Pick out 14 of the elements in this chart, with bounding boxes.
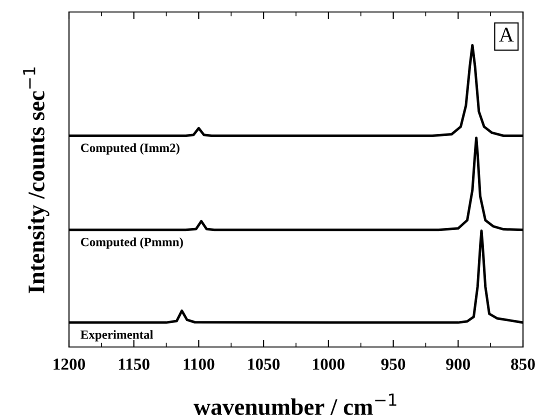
x-tick-label: 950 [381, 358, 406, 370]
series-label: Computed (Imm2) [80, 143, 180, 155]
x-tick-label: 1050 [248, 358, 280, 370]
x-tick-label: 1200 [54, 358, 86, 370]
x-tick-label: 1000 [313, 358, 344, 370]
x-tick-label: 1100 [184, 358, 214, 370]
x-tick-label: 1150 [118, 358, 150, 370]
x-tick-label: 900 [446, 358, 470, 370]
x-tick-label: 850 [511, 358, 535, 370]
y-axis-title: Intensity /counts sec$^{−1}$ [23, 68, 50, 294]
x-axis-title: wavenumber / cm$^{−1}$ [194, 394, 396, 416]
series-label: Computed (Pmmn) [80, 237, 183, 249]
text: A [499, 28, 514, 42]
series-label: Experimental [80, 330, 154, 342]
